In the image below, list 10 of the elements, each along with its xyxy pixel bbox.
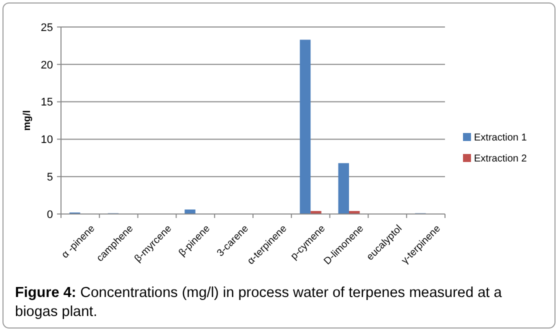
caption: Figure 4: Concentrations (mg/l) in process water of terpenes measured at a biogas plant. [15,285,503,320]
y-tick-label: 15 [40,96,53,109]
y-axis-title: mg/l [22,110,33,131]
y-tick-label: 0 [46,208,53,221]
y-tick-label: 25 [40,22,53,34]
y-tick-label: 5 [46,171,53,184]
legend-label: Extraction 1 [474,132,528,144]
y-tick-label: 20 [40,59,53,72]
legend-label: Extraction 2 [474,154,528,164]
y-tick-label: 10 [40,134,53,146]
